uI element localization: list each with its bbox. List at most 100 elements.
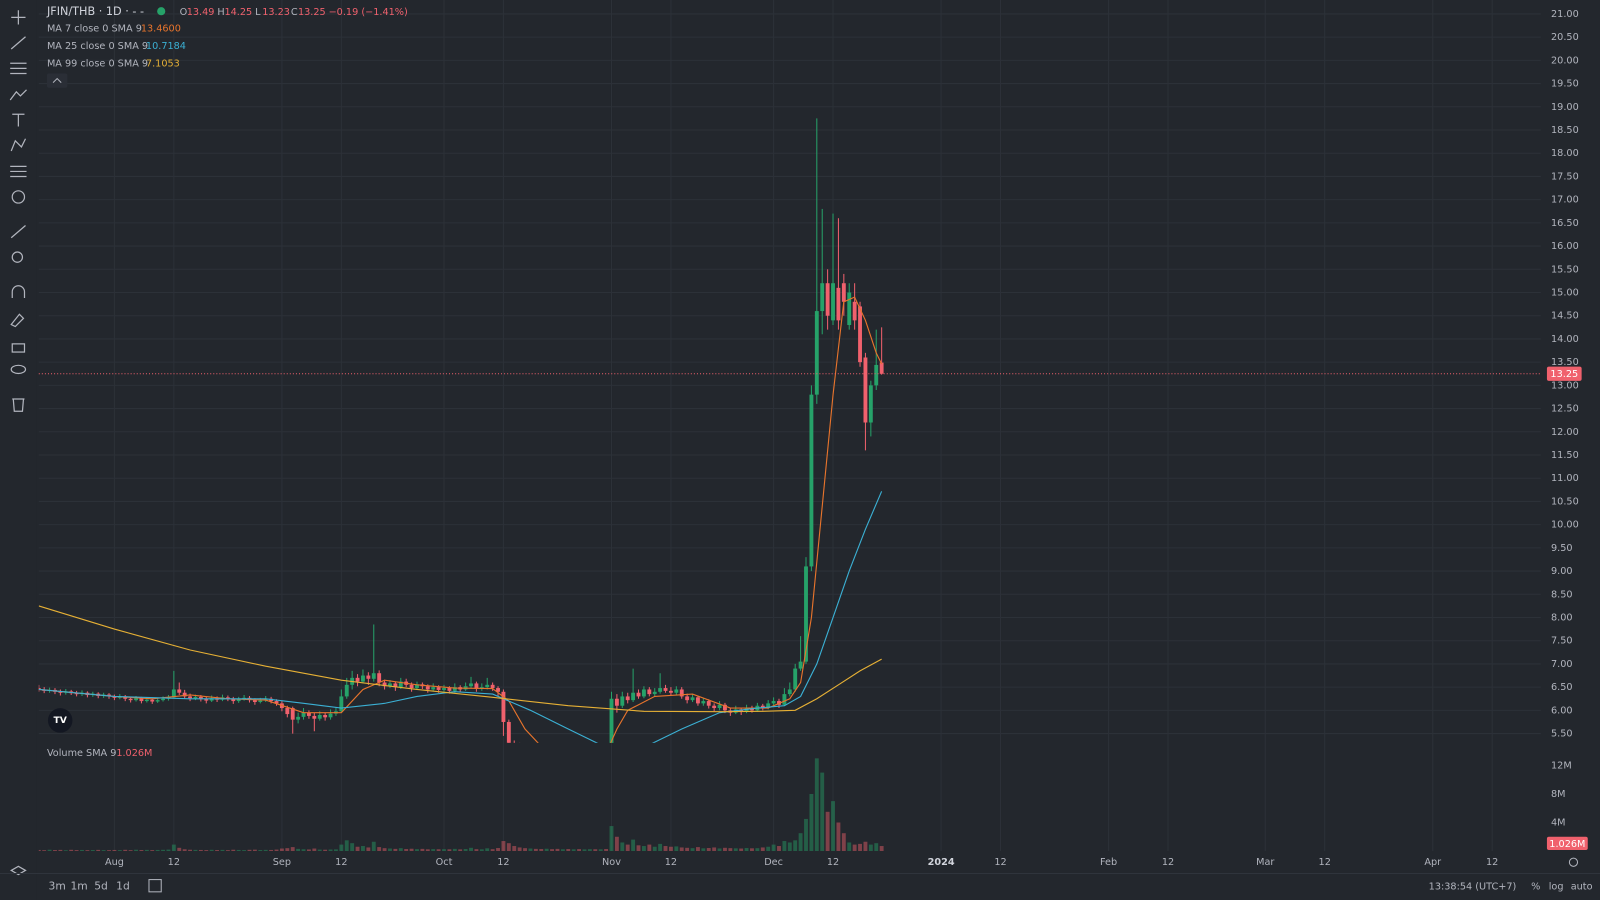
volume-bar (658, 843, 663, 852)
candle-body (879, 362, 884, 374)
volume-bar (150, 850, 155, 852)
candle-body (177, 689, 182, 693)
volume-bar (47, 849, 52, 852)
volume-bar (112, 849, 117, 852)
volume-bar (685, 847, 690, 852)
brush-tool[interactable] (9, 89, 27, 101)
crosshair-tool[interactable] (11, 10, 26, 25)
volume-bar (793, 840, 798, 852)
volume-bar (696, 847, 700, 852)
scale-option[interactable]: auto (1571, 882, 1593, 893)
volume-bar (107, 850, 111, 852)
y-tick-label: 15.00 (1551, 288, 1579, 299)
candle-body (285, 708, 290, 715)
candle-body (852, 301, 857, 321)
logo-text: TV (54, 715, 68, 726)
x-tick-label: 12 (168, 857, 180, 868)
volume-bar (841, 833, 846, 852)
range-button[interactable]: 1m (70, 880, 87, 893)
trendline-tool[interactable] (10, 36, 26, 50)
x-tick-label: Oct (436, 857, 453, 868)
volume-bar (328, 849, 333, 852)
candle-body (366, 675, 371, 679)
ma-legend-name: MA 99 close 0 SMA 9 (47, 58, 148, 69)
volume-bar (701, 848, 706, 852)
y-tick-label: 6.50 (1551, 682, 1573, 693)
volume-bar (323, 849, 328, 852)
pattern-tool[interactable] (10, 138, 27, 152)
candle-body (317, 715, 322, 719)
ohlc-value: 13.25 (298, 7, 326, 18)
x-tick-label: Dec (764, 857, 783, 868)
volume-bar (555, 848, 560, 852)
volume-bar (269, 849, 274, 852)
y-tick-label: 13.50 (1551, 357, 1579, 368)
magnet-tool[interactable] (11, 285, 26, 298)
candle-body (328, 713, 333, 718)
volume-bar (420, 848, 425, 852)
candle-body (679, 689, 684, 697)
date-range-button[interactable] (148, 879, 162, 893)
settings-button[interactable] (1568, 857, 1579, 867)
text-tool[interactable] (12, 113, 25, 127)
volume-bar (96, 849, 101, 852)
candle-body (161, 698, 165, 701)
x-tick-label: 12 (994, 857, 1006, 868)
candle-body (847, 292, 852, 325)
x-tick-label: Nov (602, 857, 621, 868)
volume-sma-badge-label: 1.026M (1549, 839, 1585, 850)
volume-bar (609, 826, 614, 852)
forecast-tool[interactable] (10, 165, 27, 178)
scale-option[interactable]: log (1549, 882, 1564, 893)
x-tick-label: 2024 (928, 857, 955, 868)
volume-bar (782, 841, 787, 852)
candle-body (652, 691, 657, 695)
volume-bar (631, 839, 636, 852)
candle-body (723, 704, 727, 711)
scale-option[interactable]: % (1531, 882, 1540, 893)
volume-bar (744, 848, 749, 852)
range-button[interactable]: 3m (49, 880, 66, 893)
lock-draw-tool[interactable] (10, 313, 25, 328)
candle-body (841, 283, 846, 302)
volume-bar (355, 846, 360, 852)
visibility-tool[interactable] (10, 364, 27, 375)
volume-bar (258, 850, 263, 852)
volume-bar (447, 849, 452, 852)
candle-body (312, 715, 317, 719)
delete-tool[interactable] (12, 398, 25, 412)
volume-bar (712, 847, 717, 852)
ruler-tool[interactable] (10, 225, 26, 239)
candle-body (706, 701, 711, 706)
fib-tool[interactable] (10, 62, 27, 75)
volume-bar (723, 847, 727, 852)
candle-body (209, 698, 214, 701)
volume-bar (388, 848, 392, 852)
y-tick-label: 18.00 (1551, 148, 1579, 159)
volume-bar (652, 846, 657, 852)
collapse-legend[interactable] (46, 73, 68, 88)
volume-bar (366, 847, 371, 852)
lock-tool[interactable] (11, 343, 26, 353)
ohlc-letter: C (291, 7, 298, 18)
volume-bar (225, 850, 230, 852)
ma-legend-value: 13.4600 (141, 24, 181, 35)
ma-legend-value: 10.7184 (146, 41, 186, 52)
status-dot (157, 7, 166, 16)
candle-body (712, 705, 717, 709)
range-button[interactable]: 5d (94, 880, 108, 893)
candle-body (485, 684, 490, 688)
volume-bar (166, 849, 171, 852)
y-tick-label: 11.50 (1551, 450, 1579, 461)
zoom-tool[interactable] (11, 251, 24, 263)
candle-body (809, 394, 814, 567)
y-tick-label: 9.50 (1551, 543, 1573, 554)
volume-bar (625, 844, 630, 852)
candle-body (793, 668, 798, 690)
volume-bar (874, 843, 879, 852)
volume-bar (755, 848, 760, 852)
icon-tool[interactable] (11, 190, 26, 204)
range-button[interactable]: 1d (116, 880, 130, 893)
candle-body (766, 703, 771, 708)
volume-bar (193, 849, 198, 852)
